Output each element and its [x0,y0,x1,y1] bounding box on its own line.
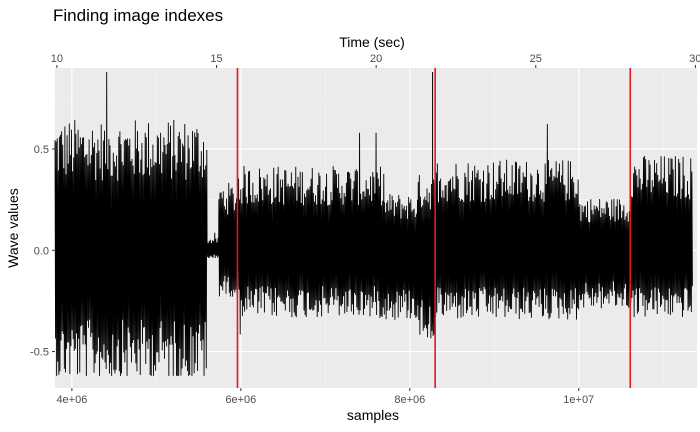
x-tick-label: 4e+06 [56,394,87,406]
wave-line [54,72,693,376]
top-axis-title: Time (sec) [339,34,405,50]
top-tick-label: 30 [689,53,700,65]
x-tick-label: 1e+07 [563,394,594,406]
y-tick-label: -0.5 [30,347,49,359]
x-tick-label: 8e+06 [394,394,425,406]
axes: 4e+06 6e+06 8e+06 1e+07 -0.5 0.0 0.5 10 15 20 25 30 [30,53,700,406]
y-tick-label: 0.5 [34,144,49,156]
top-tick-label: 25 [530,53,542,65]
top-tick-label: 10 [51,53,63,65]
index-lines [236,68,632,388]
x-tick-label: 6e+06 [225,394,256,406]
top-tick-label: 15 [210,53,222,65]
wave-series [54,72,693,376]
x-axis-title: samples [347,407,399,423]
y-axis-title: Wave values [5,188,21,268]
y-tick-label: 0.0 [34,245,49,257]
top-tick-label: 20 [370,53,382,65]
chart-title: Finding image indexes [53,6,223,25]
